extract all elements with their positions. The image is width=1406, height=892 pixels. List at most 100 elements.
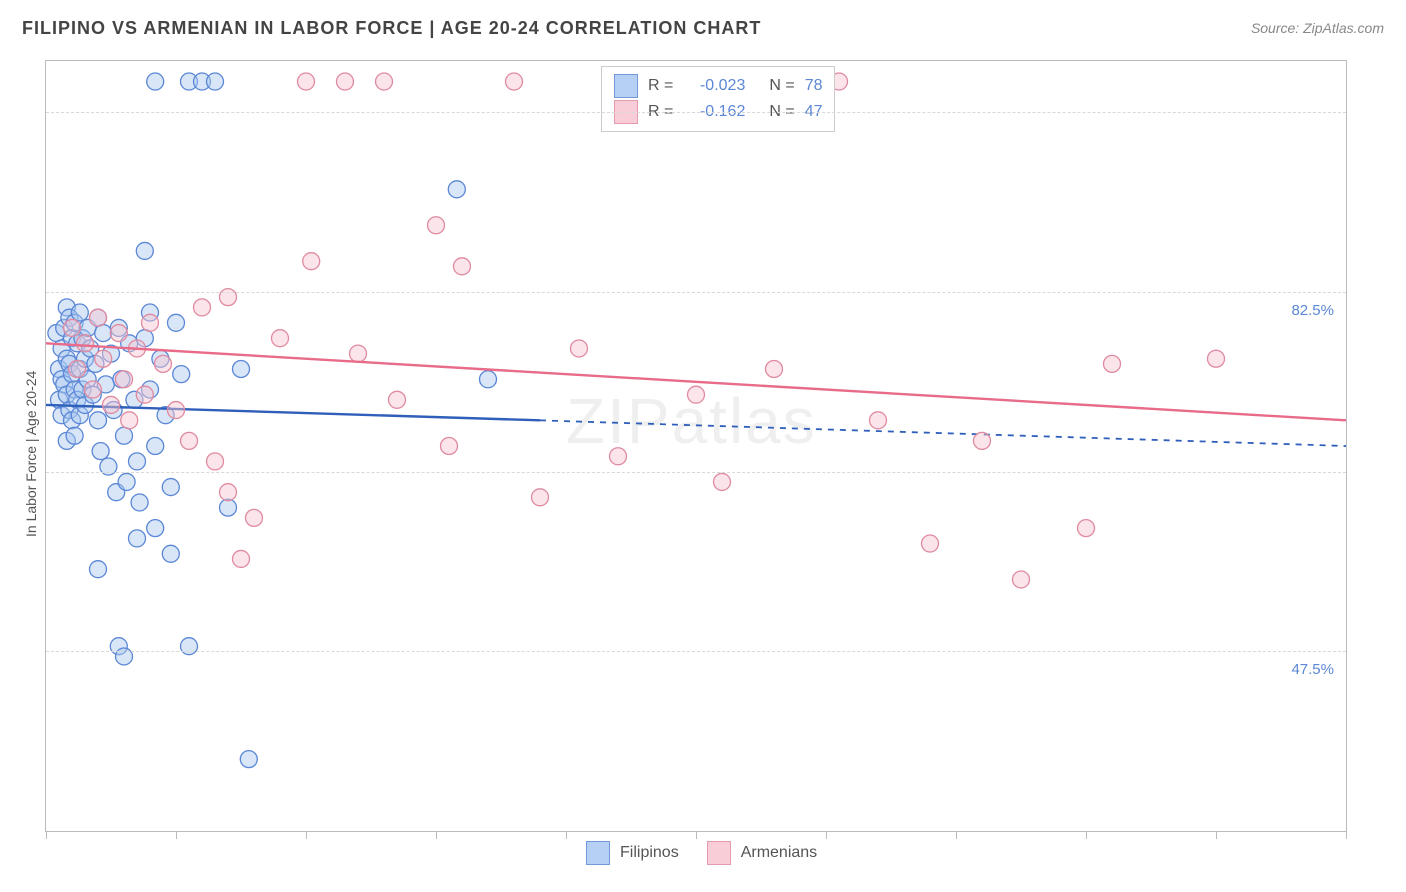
data-point-filipinos <box>95 325 112 342</box>
data-point-armenians <box>298 73 315 90</box>
data-point-armenians <box>688 386 705 403</box>
data-point-armenians <box>428 217 445 234</box>
legend-n-label: N = <box>769 77 794 95</box>
data-point-armenians <box>376 73 393 90</box>
data-point-armenians <box>116 371 133 388</box>
data-point-filipinos <box>147 73 164 90</box>
legend-series-name: Filipinos <box>620 844 679 862</box>
x-tick <box>306 831 307 839</box>
x-tick <box>956 831 957 839</box>
legend-swatch-filipinos <box>586 841 610 865</box>
title-bar: FILIPINO VS ARMENIAN IN LABOR FORCE | AG… <box>22 18 1384 46</box>
data-point-filipinos <box>162 545 179 562</box>
data-point-armenians <box>610 448 627 465</box>
data-point-filipinos <box>207 73 224 90</box>
x-tick <box>566 831 567 839</box>
data-point-armenians <box>136 386 153 403</box>
data-point-filipinos <box>116 427 133 444</box>
data-point-filipinos <box>173 366 190 383</box>
legend-n-value: 78 <box>805 77 823 95</box>
scatter-svg <box>46 61 1346 831</box>
data-point-armenians <box>181 432 198 449</box>
data-point-armenians <box>194 299 211 316</box>
x-tick <box>1086 831 1087 839</box>
data-point-filipinos <box>162 479 179 496</box>
data-point-armenians <box>1078 520 1095 537</box>
data-point-armenians <box>64 319 81 336</box>
data-point-armenians <box>922 535 939 552</box>
legend-swatch-armenians <box>707 841 731 865</box>
data-point-filipinos <box>136 242 153 259</box>
y-tick-label: 82.5% <box>1291 302 1334 319</box>
data-point-armenians <box>155 355 172 372</box>
regression-extrapolation-filipinos <box>540 420 1346 446</box>
data-point-armenians <box>571 340 588 357</box>
data-point-filipinos <box>71 304 88 321</box>
data-point-armenians <box>974 432 991 449</box>
data-point-armenians <box>870 412 887 429</box>
legend-swatch-filipinos <box>614 74 638 98</box>
data-point-armenians <box>1208 350 1225 367</box>
data-point-filipinos <box>131 494 148 511</box>
data-point-armenians <box>506 73 523 90</box>
data-point-filipinos <box>147 520 164 537</box>
data-point-filipinos <box>168 314 185 331</box>
data-point-filipinos <box>480 371 497 388</box>
data-point-armenians <box>77 335 94 352</box>
data-point-armenians <box>454 258 471 275</box>
data-point-filipinos <box>147 438 164 455</box>
x-tick <box>46 831 47 839</box>
data-point-filipinos <box>66 427 83 444</box>
data-point-filipinos <box>220 499 237 516</box>
data-point-armenians <box>95 350 112 367</box>
gridline <box>46 472 1346 473</box>
chart-title: FILIPINO VS ARMENIAN IN LABOR FORCE | AG… <box>22 18 761 38</box>
gridline <box>46 651 1346 652</box>
data-point-armenians <box>233 550 250 567</box>
data-point-armenians <box>350 345 367 362</box>
data-point-armenians <box>103 396 120 413</box>
data-point-armenians <box>532 489 549 506</box>
data-point-armenians <box>441 438 458 455</box>
data-point-armenians <box>110 325 127 342</box>
data-point-filipinos <box>240 751 257 768</box>
legend-r-value: -0.023 <box>683 77 745 95</box>
data-point-armenians <box>220 484 237 501</box>
legend-stats-row-filipinos: R = -0.023N = 78 <box>614 73 822 99</box>
legend-correlation: R = -0.023N = 78R = -0.162N = 47 <box>601 66 835 132</box>
data-point-armenians <box>1013 571 1030 588</box>
data-point-filipinos <box>90 561 107 578</box>
data-point-armenians <box>142 314 159 331</box>
plot-area: ZIPatlas R = -0.023N = 78R = -0.162N = 4… <box>45 60 1347 832</box>
data-point-armenians <box>207 453 224 470</box>
regression-line-armenians <box>46 343 1346 420</box>
data-point-armenians <box>389 391 406 408</box>
data-point-armenians <box>246 509 263 526</box>
x-tick <box>436 831 437 839</box>
y-tick-label: 47.5% <box>1291 661 1334 678</box>
gridline <box>46 112 1346 113</box>
data-point-filipinos <box>118 473 135 490</box>
data-point-armenians <box>69 361 86 378</box>
data-point-armenians <box>1104 355 1121 372</box>
x-tick <box>826 831 827 839</box>
data-point-filipinos <box>92 443 109 460</box>
x-tick <box>1216 831 1217 839</box>
data-point-armenians <box>84 381 101 398</box>
data-point-armenians <box>714 473 731 490</box>
legend-series-name: Armenians <box>741 844 817 862</box>
data-point-filipinos <box>90 412 107 429</box>
data-point-armenians <box>303 253 320 270</box>
gridline <box>46 292 1346 293</box>
legend-series-item-filipinos: Filipinos <box>586 841 679 865</box>
y-axis-label: In Labor Force | Age 20-24 <box>23 371 39 537</box>
data-point-filipinos <box>448 181 465 198</box>
data-point-armenians <box>766 361 783 378</box>
data-point-filipinos <box>233 361 250 378</box>
chart-container: FILIPINO VS ARMENIAN IN LABOR FORCE | AG… <box>0 0 1406 892</box>
data-point-armenians <box>121 412 138 429</box>
data-point-armenians <box>272 330 289 347</box>
data-point-filipinos <box>129 453 146 470</box>
data-point-armenians <box>168 402 185 419</box>
source-label: Source: ZipAtlas.com <box>1251 20 1384 36</box>
